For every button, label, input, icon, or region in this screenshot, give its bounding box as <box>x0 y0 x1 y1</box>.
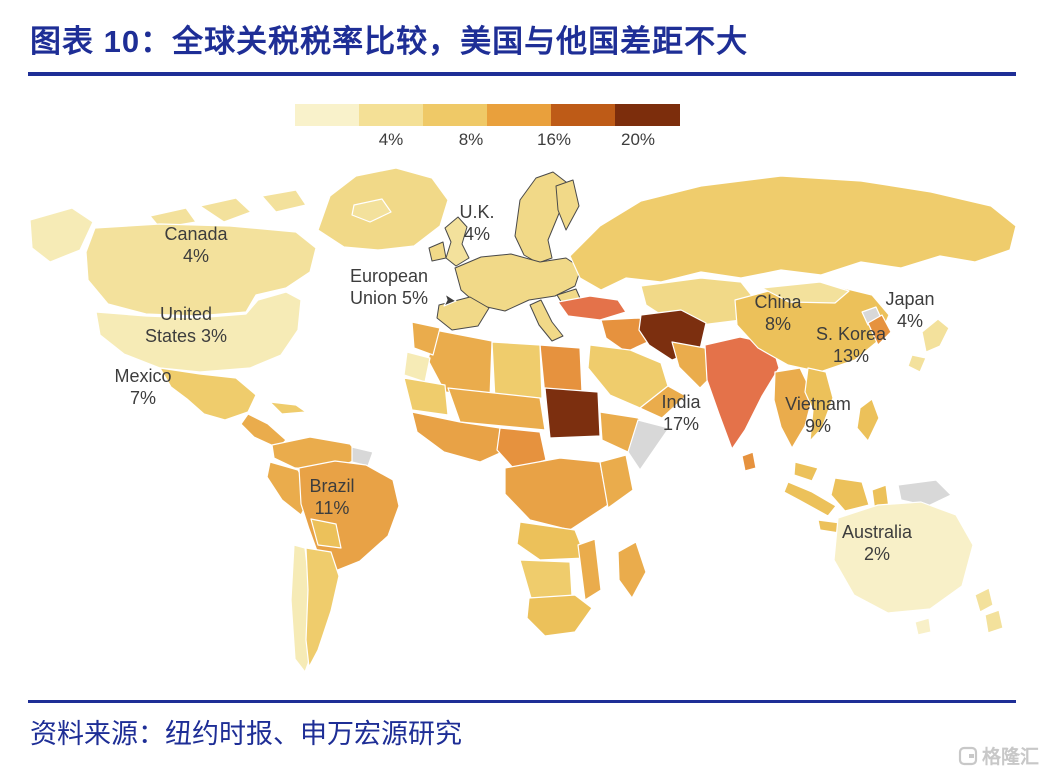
legend-swatch <box>295 104 359 126</box>
country-sudan <box>544 387 601 439</box>
legend-tick: 20% <box>620 130 656 149</box>
label-canada-name: Canada <box>164 224 228 244</box>
country-new-zealand <box>974 587 994 613</box>
source-note: 资料来源：纽约时报、申万宏源研究 <box>30 719 462 749</box>
label-skorea-name: S. Korea <box>816 324 887 344</box>
label-vietnam-value: 9% <box>805 416 831 436</box>
country-vietnam <box>804 367 834 442</box>
legend-color-bar <box>295 104 680 126</box>
country-south-africa <box>526 594 593 637</box>
country-bolivia <box>310 518 342 549</box>
country-japan <box>907 354 927 373</box>
country-mauritania <box>403 377 449 416</box>
country-new-zealand <box>984 609 1004 634</box>
country-borneo <box>830 477 870 512</box>
eu-arrow-head <box>443 293 457 307</box>
eu-arrow <box>429 296 450 301</box>
legend-tick: 8% <box>458 130 484 149</box>
country-south-korea <box>867 314 892 346</box>
country-sri-lanka <box>741 451 757 472</box>
label-china-name: China <box>754 292 802 312</box>
country-uk <box>444 216 470 267</box>
label-brazil-name: Brazil <box>309 476 354 496</box>
country-ireland <box>428 241 447 262</box>
map-legend <box>295 104 680 131</box>
country-yemen-oman <box>639 385 687 419</box>
label-india-name: India <box>661 392 701 412</box>
label-us-value: States 3% <box>145 326 227 346</box>
legend-swatch <box>487 104 551 126</box>
country-alaska <box>29 207 94 263</box>
label-us-name: United <box>160 304 212 324</box>
country-madagascar <box>617 541 647 599</box>
legend-swatch <box>423 104 487 126</box>
country-cuba <box>269 401 307 415</box>
label-mexico-value: 7% <box>130 388 156 408</box>
label-eu-value: Union 5% <box>350 288 428 308</box>
country-italy <box>529 299 564 342</box>
country-finland <box>555 179 580 231</box>
label-india-value: 17% <box>663 414 699 434</box>
country-western-sahara <box>403 351 431 383</box>
label-japan-name: Japan <box>885 289 934 309</box>
title-divider <box>28 72 1016 76</box>
legend-tick: 16% <box>536 130 572 149</box>
footer-divider <box>28 700 1016 703</box>
label-canada-value: 4% <box>183 246 209 266</box>
label-china-value: 8% <box>765 314 791 334</box>
label-japan-value: 4% <box>897 311 923 331</box>
country-libya <box>491 341 543 401</box>
country-mexico <box>159 367 257 421</box>
country-philippines <box>856 398 880 442</box>
country-mozambique <box>577 538 602 601</box>
country-namibia-botswana <box>519 559 573 599</box>
label-brazil-value: 11% <box>315 498 350 518</box>
legend-swatch <box>615 104 680 126</box>
country-kenya-tanzania <box>599 454 634 509</box>
country-russia <box>569 175 1017 291</box>
label-eu-name: European <box>350 266 428 286</box>
country-iberia <box>436 296 490 331</box>
label-uk-name: U.K. <box>459 202 494 222</box>
country-somalia <box>627 419 670 471</box>
label-uk-value: 4% <box>464 224 490 244</box>
country-tasmania <box>914 617 932 636</box>
country-arctic-island <box>261 189 307 213</box>
gelonghui-logo: 格隆汇 <box>958 742 1039 769</box>
country-west-africa <box>411 411 512 463</box>
map-country-labels: Canada 4% United States 3% Mexico 7% Bra… <box>114 202 934 564</box>
country-arctic-island <box>199 197 252 223</box>
label-australia-name: Australia <box>842 522 913 542</box>
label-mexico-name: Mexico <box>114 366 171 386</box>
figure-title: 图表 10：全球关税税率比较，美国与他国差距不大 <box>30 24 749 59</box>
legend-tick: 4% <box>378 130 404 149</box>
country-united-states <box>95 291 302 373</box>
country-morocco <box>411 321 441 356</box>
country-papua-new-guinea <box>897 479 952 507</box>
label-skorea-value: 13% <box>833 346 869 366</box>
country-japan <box>921 318 950 353</box>
country-argentina <box>305 547 340 668</box>
legend-swatch <box>359 104 423 126</box>
legend-swatch <box>551 104 615 126</box>
country-sumatra <box>783 481 837 517</box>
countries <box>29 167 1017 673</box>
label-vietnam-name: Vietnam <box>785 394 851 414</box>
country-angola-zambia <box>516 521 587 561</box>
country-turkey <box>557 295 627 321</box>
country-myanmar-thailand <box>773 367 814 449</box>
gelonghui-logo-icon <box>958 746 978 765</box>
country-mongolia <box>761 281 850 304</box>
gelonghui-logo-text: 格隆汇 <box>981 747 1039 768</box>
label-australia-value: 2% <box>864 544 890 564</box>
country-australia <box>833 501 974 614</box>
country-sahel <box>447 387 546 431</box>
country-canada <box>85 223 317 317</box>
country-malaysia <box>793 461 819 482</box>
legend-tick-labels: 4% 8% 16% 20% <box>0 130 1045 152</box>
country-iceland <box>351 198 392 223</box>
country-drc-central-africa <box>504 457 609 531</box>
